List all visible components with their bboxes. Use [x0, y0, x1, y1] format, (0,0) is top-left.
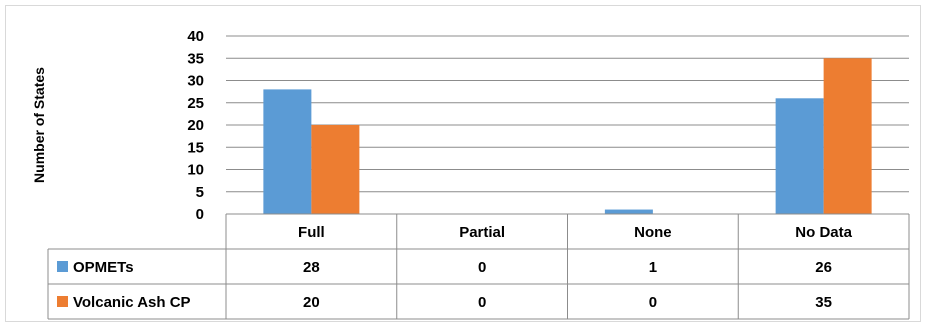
- y-tick-label: 40: [187, 28, 204, 45]
- category-label: Partial: [459, 224, 505, 241]
- category-label: Full: [298, 224, 325, 241]
- chart-frame: [5, 5, 921, 322]
- y-tick-label: 0: [196, 206, 204, 223]
- category-label: None: [634, 224, 672, 241]
- y-ticks: 0 5 10 15 20 25 30 35 40: [187, 28, 204, 223]
- bar-opmets-no-data: [775, 98, 824, 214]
- series-name: Volcanic Ash CP: [73, 294, 191, 311]
- data-cell-value: 0: [478, 294, 486, 311]
- bar-opmets-none: [604, 209, 653, 214]
- y-tick-label: 5: [196, 184, 204, 201]
- data-cell-value: 20: [303, 294, 320, 311]
- data-cell-value: 0: [478, 259, 486, 276]
- data-cell-value: 26: [815, 259, 832, 276]
- y-tick-label: 10: [187, 162, 204, 179]
- data-cell-value: 28: [303, 259, 320, 276]
- data-cell-value: 0: [649, 294, 657, 311]
- y-axis-label: Number of States: [31, 67, 47, 183]
- bar-opmets-full: [263, 89, 312, 214]
- legend-key: [57, 296, 68, 307]
- y-tick-label: 30: [187, 73, 204, 90]
- bars: [263, 58, 872, 214]
- category-label: No Data: [795, 224, 852, 241]
- data-cell-value: 35: [815, 294, 832, 311]
- bar-volcanic-ash-cp-no-data: [823, 58, 872, 214]
- y-tick-label: 35: [187, 50, 204, 67]
- y-tick-label: 15: [187, 139, 204, 156]
- y-tick-label: 25: [187, 95, 204, 112]
- legend-key: [57, 261, 68, 272]
- data-table: Full Partial None No Data OPMETs 28 0 1 26 Volcan…: [47, 213, 910, 320]
- y-tick-label: 20: [187, 117, 204, 134]
- data-cell-value: 1: [649, 259, 657, 276]
- series-name: OPMETs: [73, 259, 134, 276]
- bar-volcanic-ash-cp-full: [311, 125, 360, 214]
